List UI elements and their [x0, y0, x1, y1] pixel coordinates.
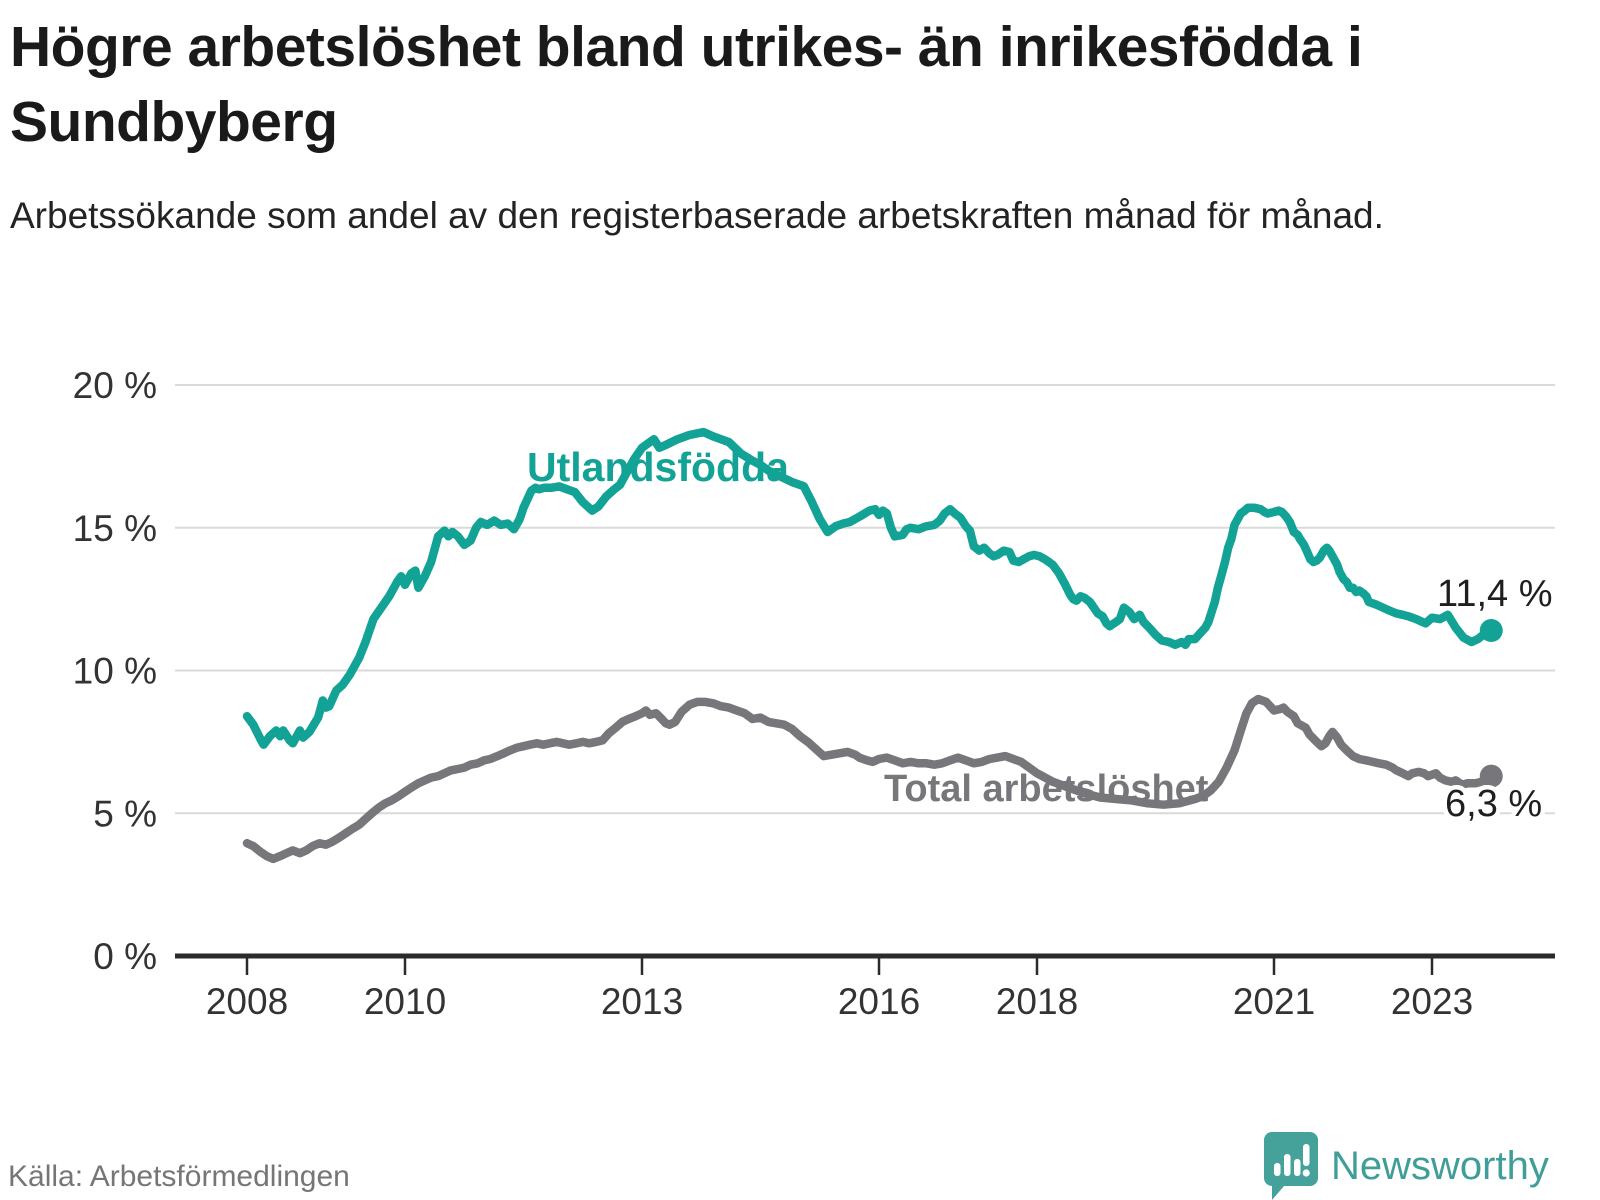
source-credit: Källa: Arbetsförmedlingen — [8, 1160, 350, 1193]
series-line-total — [242, 694, 1496, 864]
page-subtitle: Arbetssökande som andel av den registerb… — [10, 195, 1384, 236]
x-axis-tick-label: 2018 — [996, 981, 1078, 1022]
x-axis-tick-label: 2021 — [1233, 981, 1315, 1022]
x-axis-tick-label: 2010 — [364, 981, 446, 1022]
end-value-label-utlandsfodda: 11,4 % — [1437, 573, 1552, 615]
y-axis-tick-label: 10 % — [73, 651, 157, 692]
y-axis-tick-label: 20 % — [73, 365, 157, 406]
newsworthy-logo: Newsworthy — [1258, 1130, 1549, 1200]
y-axis-tick-label: 0 % — [93, 936, 157, 977]
y-axis-tick-label: 15 % — [73, 508, 157, 549]
x-axis-tick-label: 2013 — [601, 981, 683, 1022]
x-axis-tick-label: 2008 — [206, 981, 288, 1022]
end-dot-utlandsfodda — [1479, 619, 1503, 643]
newsworthy-logo-icon — [1264, 1132, 1318, 1200]
series-label-total: Total arbetslöshet — [884, 768, 1209, 810]
y-axis-tick-label: 5 % — [93, 793, 157, 834]
logo-bar-1 — [1274, 1163, 1281, 1176]
x-axis-tick-label: 2023 — [1391, 981, 1473, 1022]
logo-bar-3 — [1294, 1159, 1301, 1176]
logo-bubble-shape — [1264, 1132, 1318, 1200]
series-line-utlandsfodda — [242, 427, 1496, 749]
end-value-label-total: 6,3 % — [1445, 783, 1542, 825]
logo-exclamation-bar — [1303, 1144, 1310, 1166]
end-dot-total — [1479, 764, 1503, 788]
page-title: Högre arbetslöshet bland utrikes- än inr… — [10, 15, 1363, 155]
logo-exclamation-dot — [1302, 1169, 1310, 1177]
newsworthy-logo-text: Newsworthy — [1331, 1143, 1549, 1188]
logo-bar-2 — [1284, 1154, 1291, 1176]
x-axis-tick-label: 2016 — [838, 981, 920, 1022]
series-label-utlandsfodda: Utlandsfödda — [527, 444, 790, 490]
